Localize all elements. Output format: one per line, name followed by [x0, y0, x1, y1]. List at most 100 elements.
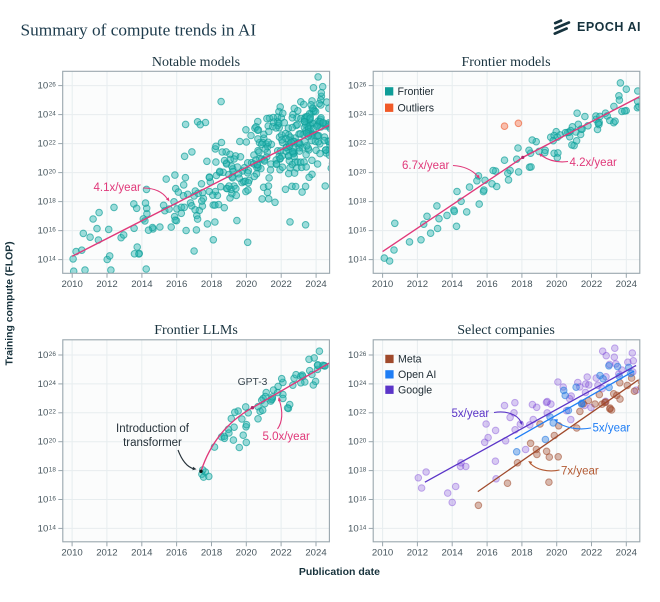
svg-text:2012: 2012	[407, 279, 428, 290]
svg-text:2018: 2018	[201, 548, 222, 559]
svg-text:18: 18	[49, 198, 57, 205]
svg-text:7x/year: 7x/year	[561, 466, 599, 478]
svg-text:10: 10	[348, 466, 359, 477]
svg-text:2010: 2010	[372, 279, 393, 290]
svg-text:10: 10	[38, 110, 49, 121]
svg-text:10: 10	[348, 350, 359, 361]
svg-text:10: 10	[38, 523, 49, 534]
svg-text:2012: 2012	[96, 279, 117, 290]
svg-text:2010: 2010	[62, 279, 83, 290]
svg-text:5x/year: 5x/year	[593, 423, 631, 435]
svg-text:Google: Google	[398, 385, 432, 397]
svg-text:2010: 2010	[61, 548, 82, 559]
svg-text:2014: 2014	[131, 279, 153, 290]
svg-text:10: 10	[38, 408, 49, 419]
svg-text:20: 20	[49, 438, 57, 445]
svg-text:2016: 2016	[476, 279, 497, 290]
svg-text:Training compute (FLOP): Training compute (FLOP)	[5, 241, 16, 365]
svg-text:2024: 2024	[616, 548, 638, 559]
svg-text:2024: 2024	[305, 279, 327, 290]
svg-text:10: 10	[348, 81, 359, 92]
svg-text:2020: 2020	[546, 548, 567, 559]
svg-text:10: 10	[38, 494, 49, 505]
svg-text:2022: 2022	[581, 279, 602, 290]
svg-text:2014: 2014	[442, 279, 464, 290]
svg-text:Meta: Meta	[398, 354, 422, 366]
svg-text:14: 14	[49, 256, 57, 263]
svg-text:10: 10	[348, 110, 359, 121]
svg-text:2020: 2020	[546, 279, 567, 290]
svg-text:16: 16	[49, 495, 57, 502]
svg-text:24: 24	[49, 111, 57, 118]
svg-text:2020: 2020	[236, 279, 257, 290]
svg-text:2022: 2022	[270, 548, 291, 559]
svg-text:2018: 2018	[511, 548, 532, 559]
svg-text:2016: 2016	[166, 548, 187, 559]
svg-text:18: 18	[49, 467, 57, 474]
svg-text:2018: 2018	[201, 279, 222, 290]
svg-text:10: 10	[38, 197, 49, 208]
svg-text:18: 18	[359, 198, 367, 205]
svg-text:26: 26	[359, 351, 367, 358]
svg-text:5x/year: 5x/year	[452, 408, 490, 420]
svg-text:10: 10	[348, 139, 359, 150]
svg-text:Select companies: Select companies	[457, 323, 555, 338]
svg-text:22: 22	[359, 140, 367, 147]
svg-text:2012: 2012	[96, 548, 117, 559]
svg-text:Introduction of: Introduction of	[116, 423, 190, 435]
svg-text:2020: 2020	[236, 548, 257, 559]
svg-text:20: 20	[359, 169, 367, 176]
svg-text:Open AI: Open AI	[398, 369, 436, 381]
svg-text:10: 10	[348, 226, 359, 237]
svg-text:transformer: transformer	[123, 437, 182, 449]
svg-text:16: 16	[359, 495, 367, 502]
svg-text:Outliers: Outliers	[398, 102, 435, 114]
svg-text:16: 16	[49, 227, 57, 234]
svg-text:14: 14	[49, 524, 57, 531]
svg-text:Notable models: Notable models	[152, 55, 240, 70]
svg-text:2022: 2022	[581, 548, 602, 559]
svg-text:2014: 2014	[131, 548, 153, 559]
svg-text:4.1x/year: 4.1x/year	[94, 182, 141, 194]
svg-text:10: 10	[38, 255, 49, 266]
svg-text:22: 22	[359, 409, 367, 416]
svg-text:10: 10	[348, 379, 359, 390]
svg-text:10: 10	[38, 168, 49, 179]
svg-text:6.7x/year: 6.7x/year	[402, 160, 449, 172]
svg-text:14: 14	[359, 524, 367, 531]
svg-text:22: 22	[49, 409, 57, 416]
svg-text:2024: 2024	[305, 548, 327, 559]
svg-text:Frontier models: Frontier models	[461, 55, 550, 70]
svg-text:24: 24	[359, 380, 367, 387]
svg-text:10: 10	[38, 379, 49, 390]
svg-text:Publication date: Publication date	[299, 566, 380, 578]
svg-text:26: 26	[49, 82, 57, 89]
svg-text:22: 22	[49, 140, 57, 147]
svg-text:10: 10	[348, 408, 359, 419]
svg-text:10: 10	[38, 139, 49, 150]
svg-text:2016: 2016	[476, 548, 497, 559]
svg-text:18: 18	[359, 467, 367, 474]
svg-text:10: 10	[348, 437, 359, 448]
svg-text:24: 24	[49, 380, 57, 387]
svg-text:5.0x/year: 5.0x/year	[263, 431, 310, 443]
svg-text:10: 10	[348, 494, 359, 505]
svg-text:2016: 2016	[166, 279, 187, 290]
svg-text:10: 10	[38, 81, 49, 92]
svg-text:26: 26	[49, 351, 57, 358]
svg-text:2012: 2012	[407, 548, 428, 559]
svg-text:4.2x/year: 4.2x/year	[570, 157, 617, 169]
svg-text:EPOCH AI: EPOCH AI	[577, 20, 641, 34]
svg-text:10: 10	[38, 226, 49, 237]
svg-text:24: 24	[359, 111, 367, 118]
svg-text:GPT-3: GPT-3	[238, 377, 268, 388]
svg-text:Frontier LLMs: Frontier LLMs	[154, 323, 238, 338]
svg-text:10: 10	[348, 197, 359, 208]
svg-text:10: 10	[38, 350, 49, 361]
svg-text:10: 10	[38, 437, 49, 448]
svg-text:26: 26	[359, 82, 367, 89]
svg-text:16: 16	[359, 227, 367, 234]
svg-text:2022: 2022	[271, 279, 292, 290]
svg-text:20: 20	[49, 169, 57, 176]
svg-text:10: 10	[38, 466, 49, 477]
